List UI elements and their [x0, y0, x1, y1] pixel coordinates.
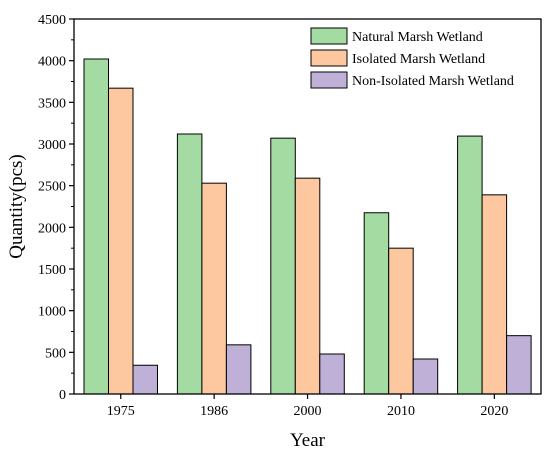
- x-axis-title: Year: [290, 430, 326, 451]
- y-tick-label: 4500: [38, 13, 66, 28]
- x-tick-label: 2020: [480, 404, 508, 419]
- bar-natural-marsh-wetland-1975: [83, 58, 109, 395]
- legend-label: Natural Marsh Wetland: [352, 30, 483, 45]
- bar-natural-marsh-wetland-2010: [363, 212, 390, 395]
- legend-swatch: [310, 27, 348, 45]
- legend-swatch: [310, 71, 348, 89]
- bar-isolated-marsh-wetland-1986: [201, 182, 227, 395]
- y-axis-title: Quantity(pcs): [6, 154, 27, 258]
- y-tick-label: 3500: [38, 96, 66, 111]
- y-tick-label: 3000: [38, 138, 66, 153]
- y-tick-label: 2000: [38, 221, 66, 236]
- bars-layer: [83, 58, 532, 395]
- bar-isolated-marsh-wetland-2010: [388, 247, 414, 395]
- bar-natural-marsh-wetland-2000: [270, 137, 296, 395]
- bar-isolated-marsh-wetland-2020: [481, 194, 508, 395]
- bar-isolated-marsh-wetland-2000: [294, 177, 321, 395]
- legend-swatch: [310, 49, 348, 67]
- x-tick-label: 1986: [200, 404, 228, 419]
- axes-layer: 0 500 1000 1500 2000 2500 3000 3500 4000 4500 1975…: [38, 13, 542, 419]
- y-tick-label: 1000: [38, 305, 66, 320]
- x-tick-label: 1975: [107, 404, 135, 419]
- y-tick-label: 0: [59, 388, 66, 403]
- bar-non-isolated-marsh-wetland-2000: [319, 353, 345, 395]
- x-tick-label: 2000: [294, 404, 322, 419]
- y-tick-label: 4000: [38, 55, 66, 70]
- bar-isolated-marsh-wetland-1975: [108, 87, 134, 395]
- y-tick-label: 500: [45, 346, 66, 361]
- bar-natural-marsh-wetland-1986: [176, 133, 203, 395]
- x-tick-label: 2010: [387, 404, 415, 419]
- bar-non-isolated-marsh-wetland-1975: [132, 364, 158, 395]
- legend: Natural Marsh Wetland Isolated Marsh Wetl…: [310, 27, 514, 89]
- y-tick-label: 1500: [38, 263, 66, 278]
- bar-non-isolated-marsh-wetland-2020: [506, 335, 532, 395]
- y-tick-label: 2500: [38, 180, 66, 195]
- legend-label: Non-Isolated Marsh Wetland: [352, 74, 514, 89]
- bar-natural-marsh-wetland-2020: [457, 135, 483, 395]
- legend-label: Isolated Marsh Wetland: [352, 52, 485, 67]
- bar-non-isolated-marsh-wetland-2010: [412, 358, 439, 395]
- bar-non-isolated-marsh-wetland-1986: [225, 344, 252, 395]
